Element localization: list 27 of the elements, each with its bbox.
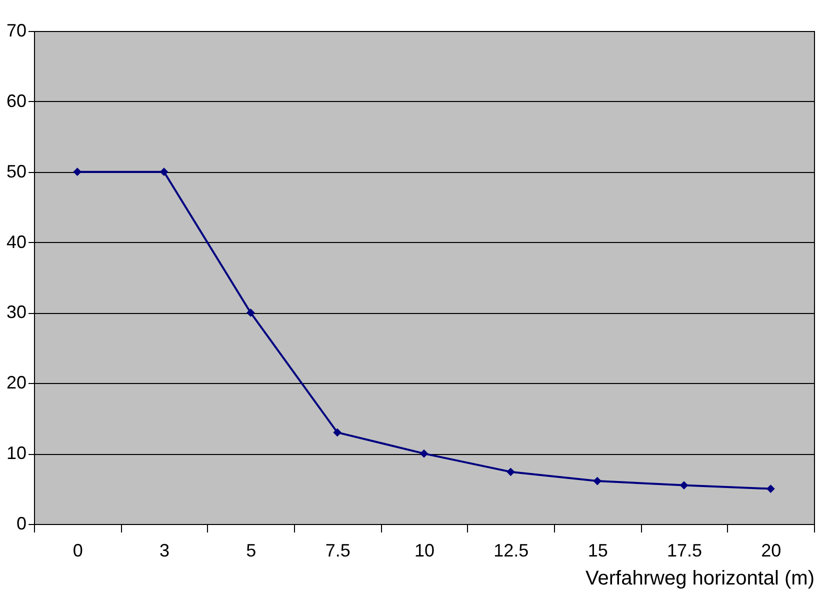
point bbox=[246, 308, 255, 317]
point bbox=[420, 449, 428, 458]
point bbox=[160, 168, 168, 176]
point bbox=[593, 476, 602, 486]
x-tick-label: 3 bbox=[159, 540, 170, 560]
y-tick-label: 30 bbox=[6, 302, 26, 322]
y-tick-label: 60 bbox=[6, 90, 26, 111]
y-tick-label: 50 bbox=[6, 161, 26, 182]
point bbox=[766, 484, 775, 493]
x-tick-label: 20 bbox=[761, 540, 782, 560]
x-axis-title: Verfahrweg horizontal (m) bbox=[586, 568, 814, 590]
point bbox=[506, 468, 515, 476]
x-tick-label: 12.5 bbox=[494, 540, 529, 560]
y-tick-label: 70 bbox=[6, 20, 26, 40]
point bbox=[73, 168, 82, 176]
x-tick-label: 0 bbox=[72, 540, 83, 560]
x-tick-label: 15 bbox=[588, 540, 608, 560]
point bbox=[680, 481, 688, 490]
x-tick-label: 5 bbox=[246, 540, 256, 560]
x-tick-label: 7.5 bbox=[325, 540, 350, 560]
x-tick-label: 10 bbox=[414, 540, 435, 560]
y-tick-label: 10 bbox=[6, 443, 26, 464]
x-tick-label: 17.5 bbox=[666, 540, 702, 560]
y-tick-label: 0 bbox=[16, 514, 26, 534]
y-tick-label: 20 bbox=[6, 372, 26, 393]
y-tick-label: 40 bbox=[6, 232, 26, 252]
point bbox=[333, 428, 342, 437]
